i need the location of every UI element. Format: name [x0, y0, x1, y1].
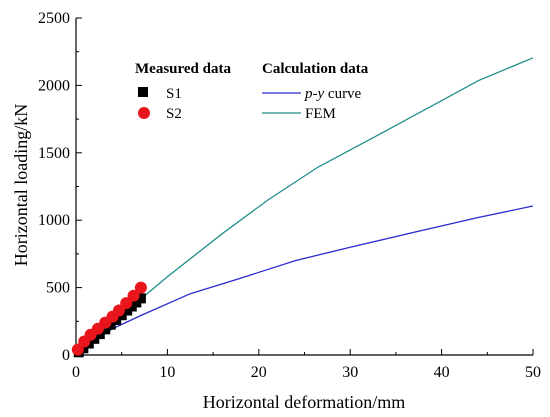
y-tick-label: 1000: [38, 212, 70, 229]
y-tick-label: 500: [46, 280, 70, 297]
s2-point: [127, 289, 140, 302]
fem-line: [75, 57, 534, 356]
legend-s1-marker: [138, 87, 148, 97]
x-tick-label: 50: [525, 364, 541, 381]
legend-s1-label: S1: [166, 86, 182, 102]
s2-point: [134, 281, 147, 294]
y-tick-label: 1500: [38, 145, 70, 162]
legend-s2-label: S2: [166, 106, 182, 122]
x-tick-label: 10: [159, 364, 175, 381]
legend-py-label: p-y curve: [304, 86, 362, 102]
legend-py-italic: p-y: [304, 86, 324, 102]
series-layer: [71, 57, 534, 358]
x-tick-label: 20: [251, 364, 267, 381]
legend-fem-label: FEM: [305, 106, 336, 122]
s2-point: [120, 297, 133, 310]
x-tick-label: 40: [434, 364, 450, 381]
legend-s2-marker: [138, 107, 150, 119]
x-tick-label: 0: [72, 364, 80, 381]
s2-point: [71, 343, 84, 356]
y-axis-title: Horizontal loading/kN: [11, 104, 31, 266]
s2-point: [112, 304, 125, 317]
legend-measured-title: Measured data: [135, 61, 231, 77]
x-axis-title: Horizontal deformation/mm: [203, 392, 405, 412]
s1-point: [135, 293, 146, 304]
y-tick-label: 2500: [38, 10, 70, 27]
legend-calculation-title: Calculation data: [262, 61, 369, 77]
py-curve-line: [75, 205, 534, 356]
y-tick-label: 0: [62, 347, 70, 364]
s1-point: [100, 324, 111, 335]
y-tick-label: 2000: [38, 77, 70, 94]
legend-py-rest: curve: [324, 86, 361, 102]
x-tick-label: 30: [342, 364, 358, 381]
legend: Measured data Calculation data S1 S2 p-y…: [135, 61, 369, 122]
